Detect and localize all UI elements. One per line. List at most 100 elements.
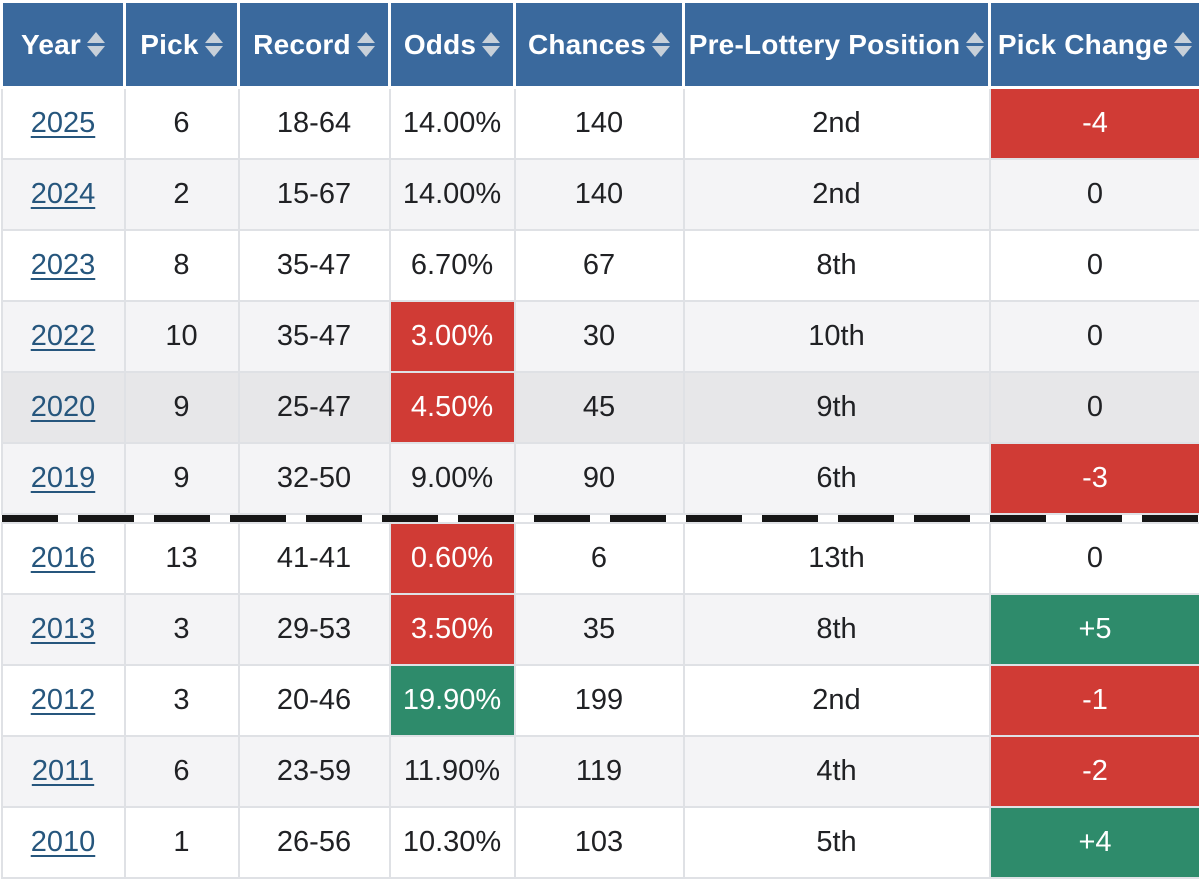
position-cell: 5th	[684, 807, 990, 878]
column-header-pre-lottery-position[interactable]: Pre-Lottery Position	[684, 2, 990, 88]
column-header-pick[interactable]: Pick	[125, 2, 239, 88]
record-cell: 41-41	[239, 523, 390, 594]
pick-change-cell: -4	[990, 88, 1199, 159]
year-link[interactable]: 2013	[31, 613, 96, 645]
table-row: 2011 6 23-59 11.90% 119 4th -2	[2, 736, 1199, 807]
chances-cell: 35	[515, 594, 684, 665]
year-link[interactable]: 2010	[31, 826, 96, 858]
sort-icon	[652, 32, 670, 57]
table-row-highlighted: 2020 9 25-47 4.50% 45 9th 0	[2, 372, 1199, 443]
year-link[interactable]: 2020	[31, 391, 96, 423]
sort-icon	[87, 32, 105, 57]
sort-icon	[205, 32, 223, 57]
column-header-year[interactable]: Year	[2, 2, 125, 88]
position-cell: 8th	[684, 230, 990, 301]
year-link[interactable]: 2022	[31, 320, 96, 352]
sort-icon	[482, 32, 500, 57]
chances-cell: 45	[515, 372, 684, 443]
pick-cell: 9	[125, 372, 239, 443]
header-row: Year Pick Record Odds Chances Pre-Lotter…	[2, 2, 1199, 88]
chances-cell: 90	[515, 443, 684, 514]
position-cell: 2nd	[684, 665, 990, 736]
table-row: 2025 6 18-64 14.00% 140 2nd -4	[2, 88, 1199, 159]
pick-cell: 1	[125, 807, 239, 878]
column-header-label: Pre-Lottery Position	[689, 29, 961, 61]
chances-cell: 67	[515, 230, 684, 301]
position-cell: 13th	[684, 523, 990, 594]
year-cell: 2019	[2, 443, 125, 514]
column-header-odds[interactable]: Odds	[390, 2, 515, 88]
odds-cell: 3.00%	[390, 301, 515, 372]
record-cell: 35-47	[239, 301, 390, 372]
column-header-chances[interactable]: Chances	[515, 2, 684, 88]
column-header-record[interactable]: Record	[239, 2, 390, 88]
year-cell: 2012	[2, 665, 125, 736]
position-cell: 2nd	[684, 88, 990, 159]
table-row: 2010 1 26-56 10.30% 103 5th +4	[2, 807, 1199, 878]
column-header-label: Pick Change	[998, 29, 1168, 61]
chances-cell: 140	[515, 159, 684, 230]
chances-cell: 30	[515, 301, 684, 372]
sort-icon	[357, 32, 375, 57]
record-cell: 23-59	[239, 736, 390, 807]
year-link[interactable]: 2011	[32, 755, 94, 787]
chances-cell: 199	[515, 665, 684, 736]
pick-change-cell: +4	[990, 807, 1199, 878]
pick-cell: 2	[125, 159, 239, 230]
chances-cell: 119	[515, 736, 684, 807]
year-link[interactable]: 2012	[31, 684, 96, 716]
table-row: 2024 2 15-67 14.00% 140 2nd 0	[2, 159, 1199, 230]
odds-cell: 19.90%	[390, 665, 515, 736]
pick-change-cell: 0	[990, 523, 1199, 594]
chances-cell: 103	[515, 807, 684, 878]
chances-cell: 140	[515, 88, 684, 159]
table-row: 2013 3 29-53 3.50% 35 8th +5	[2, 594, 1199, 665]
pick-cell: 3	[125, 594, 239, 665]
pick-cell: 8	[125, 230, 239, 301]
pick-cell: 13	[125, 523, 239, 594]
odds-cell: 14.00%	[390, 88, 515, 159]
pick-change-cell: -1	[990, 665, 1199, 736]
dashed-divider-line	[2, 514, 1199, 523]
year-cell: 2023	[2, 230, 125, 301]
year-link[interactable]: 2023	[31, 249, 96, 281]
record-cell: 18-64	[239, 88, 390, 159]
sort-icon	[1174, 32, 1192, 57]
record-cell: 32-50	[239, 443, 390, 514]
column-header-label: Odds	[404, 29, 476, 61]
year-link[interactable]: 2019	[31, 462, 96, 494]
year-cell: 2022	[2, 301, 125, 372]
pick-cell: 6	[125, 736, 239, 807]
chances-cell: 6	[515, 523, 684, 594]
year-link[interactable]: 2025	[31, 107, 96, 139]
pick-change-cell: 0	[990, 230, 1199, 301]
table-row: 2012 3 20-46 19.90% 199 2nd -1	[2, 665, 1199, 736]
year-cell: 2020	[2, 372, 125, 443]
odds-cell: 4.50%	[390, 372, 515, 443]
odds-cell: 11.90%	[390, 736, 515, 807]
year-cell: 2025	[2, 88, 125, 159]
pick-change-cell: -3	[990, 443, 1199, 514]
position-cell: 6th	[684, 443, 990, 514]
year-cell: 2010	[2, 807, 125, 878]
record-cell: 20-46	[239, 665, 390, 736]
position-cell: 8th	[684, 594, 990, 665]
odds-cell: 0.60%	[390, 523, 515, 594]
odds-cell: 9.00%	[390, 443, 515, 514]
year-link[interactable]: 2024	[31, 178, 96, 210]
pick-cell: 10	[125, 301, 239, 372]
pick-change-cell: 0	[990, 301, 1199, 372]
record-cell: 35-47	[239, 230, 390, 301]
column-header-label: Pick	[140, 29, 198, 61]
year-link[interactable]: 2016	[31, 542, 96, 574]
position-cell: 2nd	[684, 159, 990, 230]
record-cell: 29-53	[239, 594, 390, 665]
column-header-pick-change[interactable]: Pick Change	[990, 2, 1199, 88]
table-row: 2022 10 35-47 3.00% 30 10th 0	[2, 301, 1199, 372]
position-cell: 4th	[684, 736, 990, 807]
pick-change-cell: +5	[990, 594, 1199, 665]
year-cell: 2024	[2, 159, 125, 230]
pick-change-cell: -2	[990, 736, 1199, 807]
table-row: 2019 9 32-50 9.00% 90 6th -3	[2, 443, 1199, 514]
